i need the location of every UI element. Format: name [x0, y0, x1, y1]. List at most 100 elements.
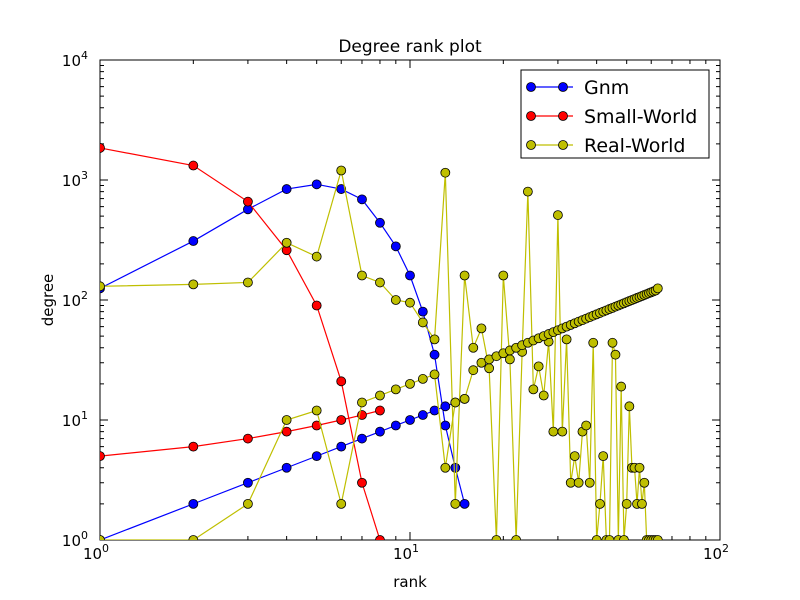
data-point: [390, 384, 401, 395]
data-point: [417, 410, 428, 420]
x-tick-label: 102: [703, 542, 729, 563]
data-point: [390, 420, 401, 431]
data-point: [336, 184, 347, 194]
legend-marker: [526, 111, 536, 121]
y-tick-exp: 3: [81, 169, 88, 182]
data-point: [336, 165, 347, 176]
y-tick-exp: 2: [81, 289, 88, 302]
y-tick-label: 103: [62, 169, 88, 190]
data-point: [652, 283, 663, 294]
data-point: [610, 349, 621, 360]
legend-marker: [526, 140, 536, 150]
y-tick-label: 102: [62, 289, 88, 310]
data-point: [311, 251, 322, 262]
data-point: [243, 277, 253, 288]
data-point: [459, 498, 470, 509]
data-point: [417, 317, 428, 328]
y-tick-exp: 0: [81, 529, 88, 542]
data-point: [573, 477, 584, 488]
data-point: [619, 535, 629, 540]
data-point: [588, 337, 599, 348]
data-point: [390, 295, 401, 305]
data-point: [484, 363, 495, 374]
data-point: [621, 498, 632, 509]
data-point: [522, 186, 533, 197]
x-tick-base: 10: [393, 545, 412, 563]
x-axis-label: rank: [393, 573, 427, 591]
x-tick-exp: 0: [102, 542, 109, 555]
data-point: [336, 441, 347, 452]
data-point: [652, 535, 663, 540]
data-point: [569, 451, 580, 462]
data-point: [100, 451, 105, 462]
data-point: [357, 397, 367, 408]
y-tick-base: 10: [62, 412, 81, 430]
y-tick-base: 10: [62, 52, 81, 70]
data-point: [336, 376, 347, 387]
x-tick-label: 101: [393, 542, 419, 563]
data-point: [440, 462, 451, 473]
data-point: [604, 535, 615, 540]
data-point: [188, 236, 199, 246]
data-point: [357, 194, 367, 205]
data-point: [429, 334, 440, 345]
y-tick-base: 10: [62, 172, 81, 190]
data-point: [375, 390, 385, 401]
data-point: [637, 498, 647, 509]
data-point: [357, 477, 367, 488]
data-point: [450, 397, 461, 408]
data-point: [561, 334, 572, 345]
data-point: [429, 349, 440, 360]
data-point: [417, 306, 428, 317]
data-point: [243, 498, 253, 509]
data-point: [429, 405, 440, 416]
data-point: [616, 381, 627, 392]
x-tick-base: 10: [83, 545, 102, 563]
data-point: [459, 393, 470, 404]
data-point: [357, 433, 367, 444]
data-point: [634, 462, 645, 473]
data-point: [336, 415, 347, 425]
data-point: [243, 433, 253, 444]
data-point: [281, 184, 292, 194]
data-point: [405, 297, 415, 308]
data-point: [538, 390, 549, 401]
data-point: [440, 420, 451, 431]
data-point: [311, 451, 322, 462]
data-point: [533, 361, 544, 372]
legend-box: [520, 69, 710, 159]
data-point: [405, 270, 415, 281]
legend-marker: [558, 82, 568, 92]
data-point: [440, 401, 451, 412]
series-small-world: [100, 143, 385, 540]
data-point: [188, 160, 199, 171]
legend: Gnm Small-World Real-World: [520, 69, 710, 159]
series-line: [100, 147, 381, 540]
y-tick-label: 101: [62, 409, 88, 430]
data-point: [100, 143, 105, 153]
data-point: [375, 535, 385, 540]
data-point: [624, 401, 635, 412]
data-point: [595, 498, 605, 509]
data-point: [607, 337, 618, 348]
data-point: [375, 426, 385, 437]
data-point: [511, 535, 522, 540]
data-point: [188, 441, 199, 452]
legend-marker: [558, 140, 568, 150]
data-point: [243, 196, 253, 207]
data-point: [498, 270, 509, 281]
data-point: [390, 241, 401, 252]
legend-label: Gnm: [584, 77, 629, 99]
data-point: [188, 535, 199, 540]
x-tick-label: 100: [83, 542, 109, 563]
data-point: [281, 237, 292, 248]
data-point: [553, 210, 563, 220]
data-point: [188, 279, 199, 290]
series-real-world: [100, 165, 663, 540]
data-point: [476, 323, 487, 334]
data-point: [450, 462, 461, 473]
y-axis-label: degree: [39, 274, 57, 327]
data-point: [459, 270, 470, 281]
data-point: [336, 498, 347, 509]
